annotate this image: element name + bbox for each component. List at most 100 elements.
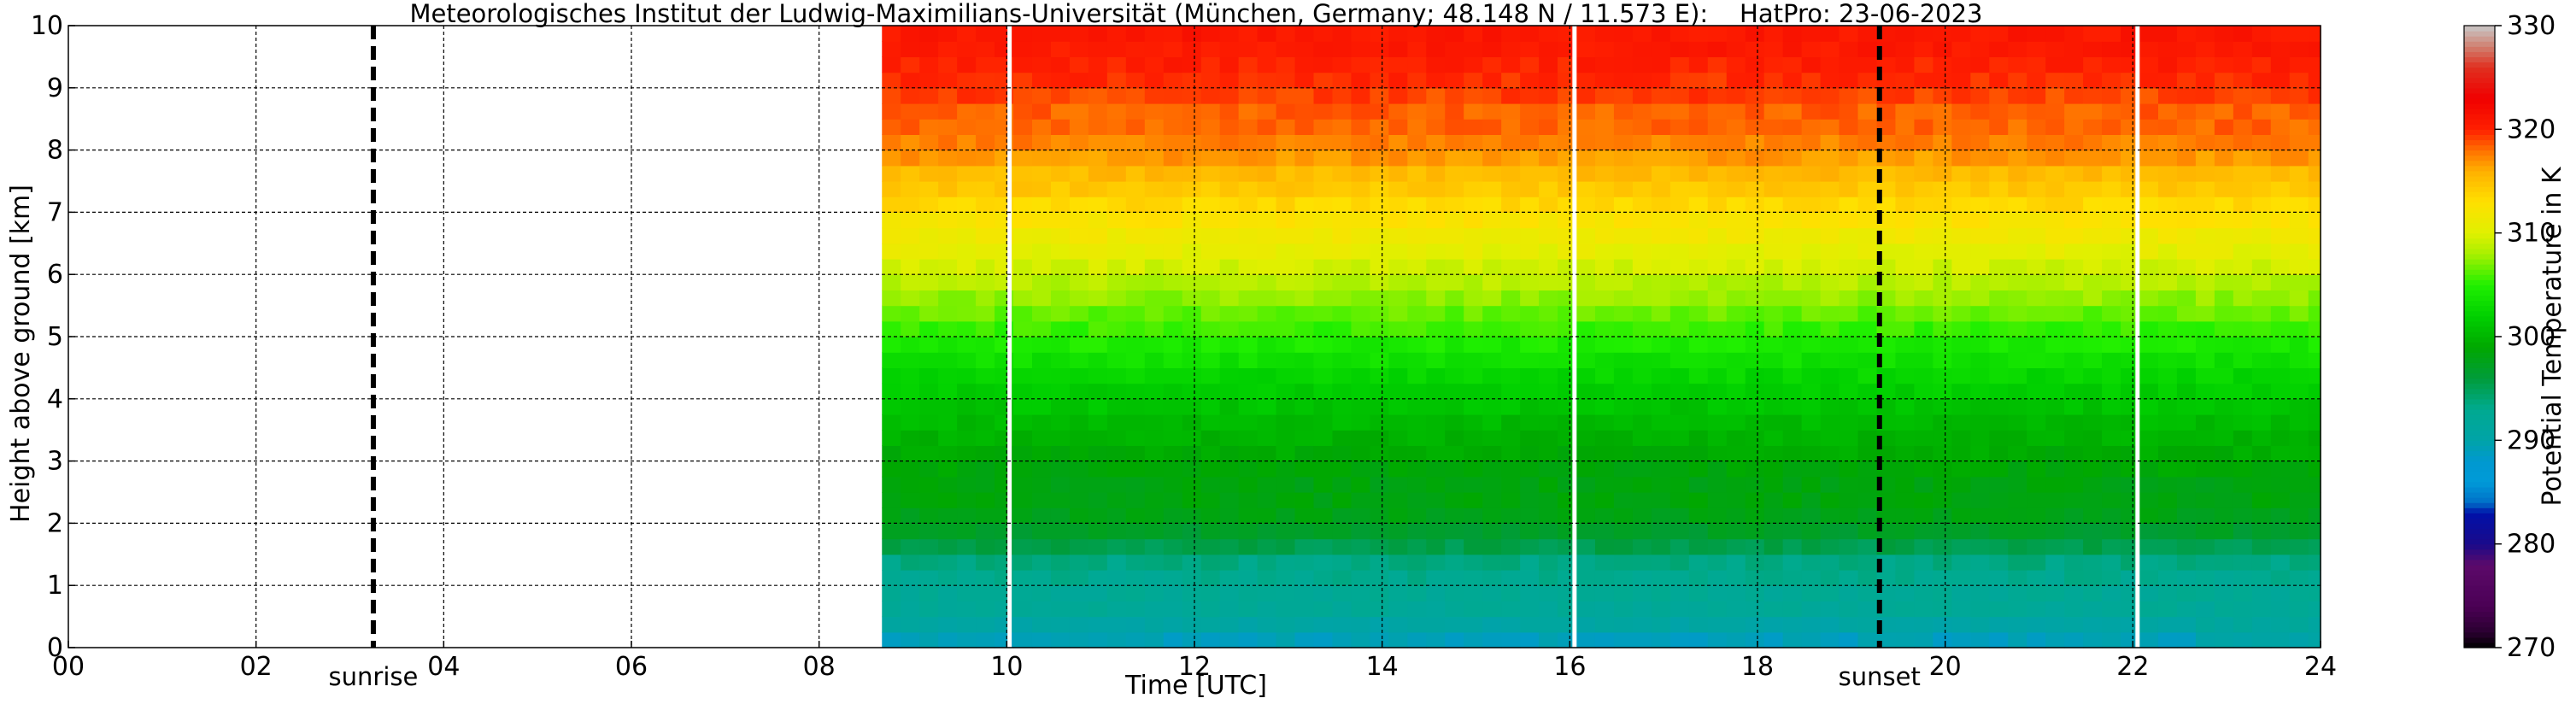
heat-cell [1632, 150, 1652, 167]
heat-cell [1200, 165, 1221, 182]
heat-cell [1820, 476, 1840, 493]
heat-cell [1763, 492, 1784, 508]
heat-cell [2121, 430, 2140, 446]
heat-cell [1895, 554, 1916, 571]
heat-cell [1951, 134, 1971, 151]
heat-cell [2289, 398, 2309, 415]
heat-cell [919, 165, 939, 182]
heat-cell [1050, 476, 1071, 493]
heat-cell [2139, 320, 2159, 337]
y-tick-label: 0 [47, 633, 63, 663]
heat-cell [1163, 414, 1183, 431]
heat-cell [957, 41, 977, 57]
heat-cell [1520, 337, 1540, 353]
heat-cell [1351, 367, 1370, 384]
heat-cell [1933, 476, 1952, 493]
heat-cell [1276, 492, 1296, 508]
heat-cell [957, 212, 977, 229]
heat-cell [901, 570, 920, 586]
heat-cell [2195, 337, 2215, 353]
heat-cell [1482, 476, 1502, 493]
heat-cell [1801, 383, 1822, 400]
heat-cell [1594, 337, 1615, 353]
heat-cell [1163, 41, 1183, 57]
heat-cell [1970, 538, 1990, 555]
heat-cell [1989, 398, 2009, 415]
heat-cell [1914, 274, 1933, 290]
heat-cell [919, 352, 939, 368]
heat-cell [2027, 56, 2046, 73]
colorbar-segment [2464, 393, 2495, 400]
heat-cell [1857, 414, 1878, 431]
heat-cell [1857, 430, 1878, 446]
heat-cell [1069, 243, 1089, 260]
heat-cell [1182, 585, 1202, 601]
heat-cell [1069, 290, 1089, 307]
heat-cell [2270, 150, 2291, 167]
heat-cell [2045, 259, 2065, 275]
heat-cell [1745, 492, 1765, 508]
heat-cell [1182, 538, 1202, 555]
heat-cell [1745, 554, 1765, 571]
heat-cell [1558, 305, 1577, 322]
heat-cell [1426, 352, 1446, 368]
heat-cell [2008, 445, 2027, 462]
heat-cell [1069, 227, 1089, 244]
heat-cell [1332, 305, 1353, 322]
heat-cell [1388, 41, 1408, 57]
heat-cell [1820, 461, 1840, 478]
heat-cell [2008, 398, 2027, 415]
heat-cell [2308, 243, 2321, 260]
heat-cell [2308, 103, 2321, 120]
heat-cell [1520, 492, 1540, 508]
heat-cell [1013, 197, 1033, 213]
heat-cell [1726, 290, 1746, 307]
heat-cell [1501, 87, 1521, 104]
heat-cell [1182, 259, 1202, 275]
heat-cell [1707, 305, 1728, 322]
heat-cell [1370, 56, 1389, 73]
colorbar-segment [2464, 528, 2495, 535]
colorbar-segment [2464, 114, 2495, 120]
heat-cell [1464, 72, 1483, 89]
heat-cell [2157, 320, 2178, 337]
heat-cell [1069, 103, 1089, 120]
heat-cell [1351, 243, 1370, 260]
heat-cell [1782, 259, 1803, 275]
heat-cell [2045, 150, 2065, 167]
heat-cell [1707, 538, 1728, 555]
heat-cell [938, 41, 958, 57]
heat-cell [1726, 320, 1746, 337]
colorbar-segment [2464, 186, 2495, 192]
heat-cell [2251, 150, 2272, 167]
heat-cell [938, 72, 958, 89]
heat-cell [1238, 72, 1259, 89]
heat-cell [1294, 290, 1315, 307]
heat-cell [1820, 134, 1840, 151]
heat-cell [1820, 290, 1840, 307]
heat-cell [1276, 181, 1296, 197]
heat-cell [2083, 56, 2103, 73]
heat-cell [1782, 72, 1803, 89]
heat-cell [1370, 461, 1389, 478]
heat-cell [1951, 227, 1971, 244]
heat-cell [1970, 367, 1990, 384]
heat-cell [2214, 320, 2234, 337]
colorbar-segment [2464, 440, 2495, 446]
heat-cell [1989, 538, 2009, 555]
x-tick-label: 10 [990, 652, 1023, 682]
heat-cell [901, 87, 920, 104]
heat-cell [2064, 227, 2084, 244]
heat-cell [1820, 367, 1840, 384]
heat-cell [1313, 56, 1334, 73]
colorbar-segment [2464, 543, 2495, 550]
heat-cell [1313, 274, 1334, 290]
colorbar-segment [2464, 367, 2495, 374]
heat-cell [1970, 554, 1990, 571]
heat-cell [1857, 570, 1878, 586]
heat-cell [2064, 538, 2084, 555]
heat-cell [1839, 414, 1859, 431]
heat-cell [1464, 523, 1483, 540]
heat-cell [1801, 227, 1822, 244]
heat-cell [938, 274, 958, 290]
